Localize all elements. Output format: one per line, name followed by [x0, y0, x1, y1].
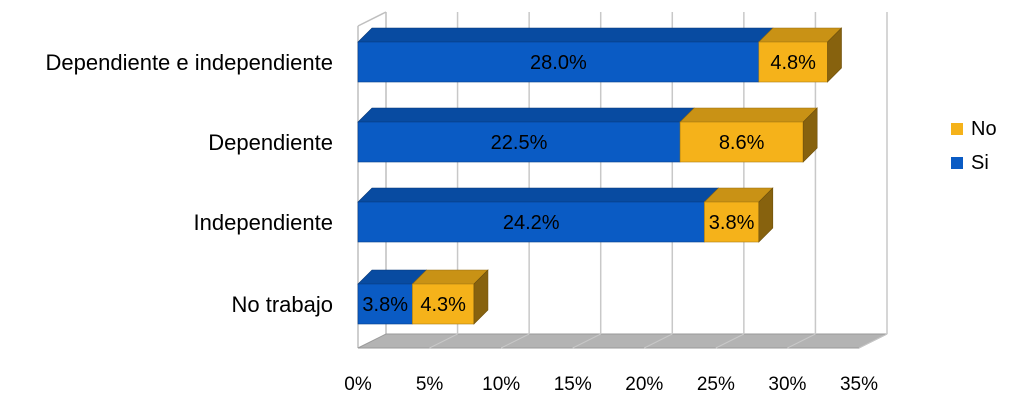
category-label: No trabajo: [231, 292, 333, 317]
x-tick-label: 30%: [768, 374, 806, 394]
x-tick-label: 20%: [625, 374, 663, 394]
data-label-no: 4.8%: [770, 52, 816, 74]
data-label-no: 3.8%: [709, 212, 755, 234]
data-label-si: 28.0%: [530, 52, 587, 74]
bar-top-no: [679, 107, 818, 123]
x-tick-label: 5%: [416, 374, 444, 394]
category-label: Independiente: [194, 210, 333, 235]
x-tick-labels: 0% 5% 10% 15% 20% 25% 30% 35%: [344, 374, 878, 394]
x-tick-label: 10%: [482, 374, 520, 394]
bar-side-no: [827, 27, 842, 83]
bar-no: [758, 41, 828, 83]
legend-swatch-si: [951, 157, 963, 169]
bar-no: [412, 283, 475, 325]
x-tick-label: 0%: [344, 374, 372, 394]
floor-gridline: [644, 333, 673, 349]
floor-gridline: [858, 333, 888, 349]
bar-no: [704, 201, 760, 243]
floor-gridline: [500, 333, 530, 349]
data-label-si: 24.2%: [503, 212, 560, 234]
data-label-no: 8.6%: [719, 132, 765, 154]
bar-si: [357, 283, 413, 325]
bar-top-no: [758, 27, 843, 43]
data-label-no: 4.3%: [420, 294, 466, 316]
bar-top-si: [357, 107, 695, 123]
floor-gridline: [572, 333, 601, 349]
data-labels: 28.0% 4.8% 22.5% 8.6% 24.2% 3.8% 3.8% 4.3%: [362, 52, 816, 316]
bar-side-no: [473, 269, 489, 325]
side-wall-top-edge: [357, 11, 387, 27]
legend-label-no: No: [971, 118, 997, 140]
bar-top-si: [357, 187, 720, 203]
category-label: Dependiente e independiente: [46, 50, 333, 75]
floor-gridline: [715, 333, 745, 349]
bar-top-si: [357, 27, 774, 43]
bar-si: [357, 121, 681, 163]
legend-label-si: Si: [971, 152, 989, 174]
data-label-si: 22.5%: [491, 132, 548, 154]
legend: No Si: [951, 118, 997, 174]
category-labels: Dependiente e independiente Dependiente In…: [46, 50, 333, 317]
x-tick-label: 25%: [697, 374, 735, 394]
category-label: Dependiente: [208, 130, 333, 155]
floor-gridline: [787, 333, 816, 349]
data-label-si: 3.8%: [362, 294, 408, 316]
chart-floor: [357, 333, 888, 349]
x-tick-label: 15%: [554, 374, 592, 394]
floor-gridline: [429, 333, 458, 349]
bars: [357, 27, 843, 325]
bar-side-no: [758, 187, 774, 243]
legend-swatch-no: [951, 123, 963, 135]
bar-si: [357, 41, 760, 83]
x-tick-label: 35%: [840, 374, 878, 394]
bar-side-no: [802, 107, 818, 163]
bar-si: [357, 201, 705, 243]
